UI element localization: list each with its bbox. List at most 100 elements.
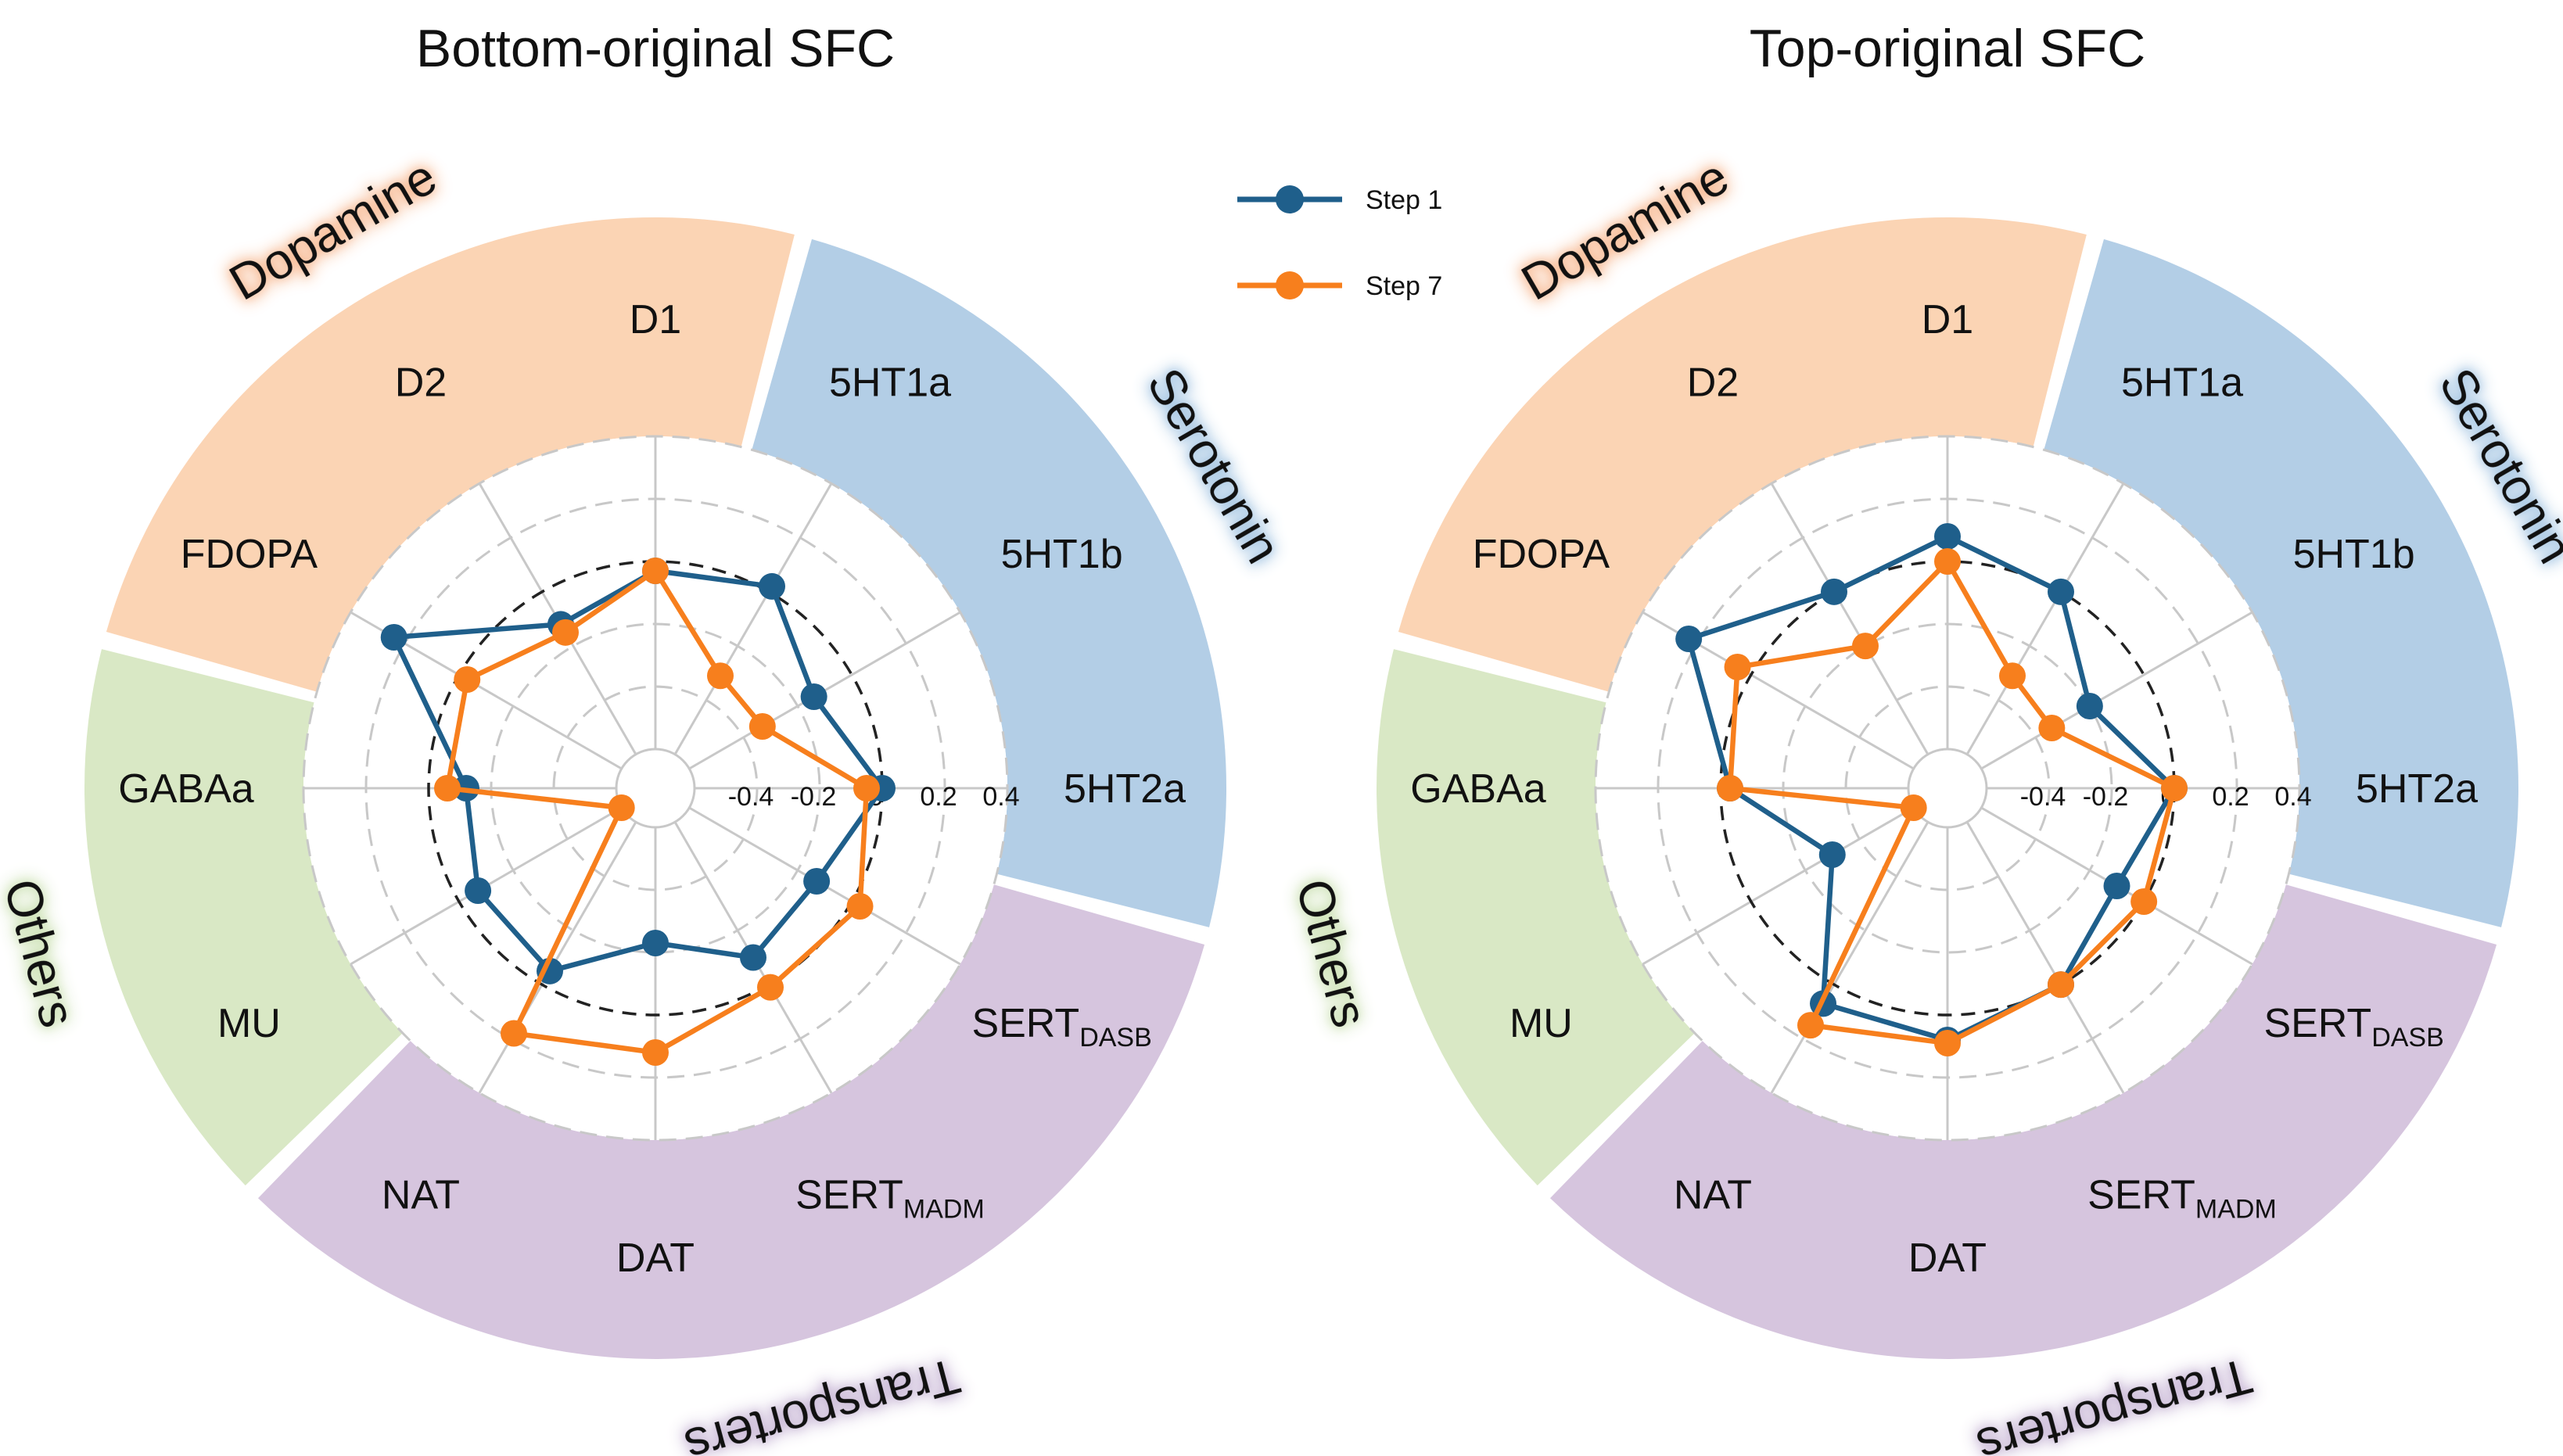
group-sector-others — [84, 649, 403, 1186]
category-label-sert-madm: SERTMADM — [795, 1173, 985, 1225]
category-label-d1: D1 — [1922, 297, 1973, 342]
plot-area — [303, 436, 1007, 1140]
series-point-step-1-mu — [1818, 841, 1846, 868]
series-point-step-1-d1 — [1934, 523, 1961, 550]
grid-ring — [302, 435, 1009, 1142]
spoke — [1642, 806, 1915, 966]
series-point-step-1-sert-madm — [740, 944, 766, 971]
category-label-5ht1a: 5HT1a — [2121, 360, 2243, 405]
grid-ring — [552, 685, 759, 891]
series-point-step-1-sert-dasb — [803, 868, 831, 895]
category-label-5ht2a: 5HT2a — [1064, 766, 1186, 812]
series-point-step-7-mu — [608, 794, 635, 821]
radial-tick-label: 0.2 — [920, 782, 957, 812]
series-point-step-7-sert-madm — [757, 974, 784, 1001]
series-point-step-1-5ht1a — [2048, 578, 2074, 605]
category-label-sert-dasb: SERTDASB — [2263, 1001, 2443, 1053]
legend-marker-step-7 — [1276, 271, 1304, 299]
series-point-step-7-5ht2a — [853, 775, 880, 802]
series-point-step-7-sert-madm — [2048, 971, 2074, 999]
spoke — [1770, 482, 1929, 755]
category-label-d2: D2 — [395, 360, 447, 405]
series-point-step-7-fdopa — [1724, 654, 1751, 680]
series-point-step-1-dat — [642, 930, 669, 956]
inner-ring — [615, 748, 696, 829]
legend-label-step-1: Step 1 — [1366, 185, 1442, 215]
series-point-step-1-fdopa — [380, 624, 407, 651]
series-point-step-7-nat — [501, 1020, 527, 1047]
grid-ring — [364, 497, 946, 1079]
series-point-step-1-5ht1a — [759, 572, 785, 600]
series-point-step-7-gabaa — [434, 775, 461, 802]
series-point-step-7-5ht2a — [2161, 775, 2188, 802]
series-point-step-1-sert-dasb — [2103, 873, 2130, 899]
radial-tick-label: 0.4 — [2274, 782, 2311, 812]
category-label-gabaa: GABAa — [1410, 766, 1545, 812]
series-point-step-7-dat — [1934, 1030, 1961, 1056]
series-point-step-1-5ht1b — [800, 683, 827, 710]
series-point-step-7-5ht1b — [748, 713, 776, 740]
chart-title: Top-original SFC — [1750, 19, 2145, 78]
category-label-nat: NAT — [382, 1173, 460, 1218]
group-label-transporters: Transporters — [1971, 1348, 2258, 1456]
category-label-5ht1b: 5HT1b — [1001, 532, 1123, 577]
series-point-step-7-5ht1a — [1999, 662, 2026, 690]
group-label-transporters: Transporters — [679, 1348, 966, 1456]
series-point-step-1-5ht1b — [2076, 693, 2103, 719]
spoke — [478, 821, 637, 1094]
group-label-others: Others — [1285, 873, 1378, 1033]
grid-ring — [1782, 622, 2113, 954]
series-point-step-7-dat — [642, 1039, 669, 1066]
radial-tick-label: -0.4 — [2020, 782, 2066, 812]
category-label-sert-dasb: SERTDASB — [971, 1001, 1151, 1053]
category-label-sert-madm: SERTMADM — [2087, 1173, 2277, 1225]
group-sector-transporters — [257, 884, 1205, 1360]
legend-marker-step-1 — [1276, 185, 1304, 213]
category-label-5ht2a: 5HT2a — [2356, 766, 2478, 812]
series-point-step-7-d1 — [642, 558, 669, 584]
grid-ring — [490, 622, 821, 954]
legend: Step 1 Step 7 — [1237, 185, 1442, 301]
series-point-step-7-sert-dasb — [2130, 888, 2158, 915]
group-sector-dopamine — [106, 217, 795, 692]
series-point-step-7-5ht1b — [2038, 715, 2066, 741]
series-point-step-7-d2 — [1852, 633, 1879, 660]
spoke — [1965, 821, 2125, 1094]
inner-ring — [1907, 748, 1988, 829]
group-sector-serotonin — [752, 238, 1226, 927]
category-label-nat: NAT — [1674, 1173, 1752, 1218]
spoke — [1965, 482, 2125, 755]
category-label-dat: DAT — [1908, 1235, 1987, 1281]
category-label-d1: D1 — [630, 297, 681, 342]
category-label-gabaa: GABAa — [118, 766, 253, 812]
radial-tick-label: 0.4 — [982, 782, 1019, 812]
group-label-others: Others — [0, 873, 86, 1033]
series-point-step-7-fdopa — [454, 666, 481, 693]
series-point-step-7-nat — [1797, 1012, 1824, 1039]
group-sector-transporters — [1549, 884, 2497, 1359]
series-point-step-7-mu — [1900, 794, 1927, 821]
chart-title: Bottom-original SFC — [416, 19, 895, 78]
grid-ring — [1594, 435, 2301, 1142]
group-sector-dopamine — [1398, 217, 2087, 692]
spoke — [1980, 611, 2253, 770]
radial-tick-label: -0.2 — [2083, 782, 2129, 812]
grid-ring — [1657, 497, 2238, 1079]
category-label-fdopa: FDOPA — [1473, 532, 1610, 577]
series-point-step-7-gabaa — [1717, 775, 1743, 802]
series-point-step-7-5ht1a — [707, 662, 734, 690]
category-label-d2: D2 — [1687, 360, 1739, 405]
category-label-fdopa: FDOPA — [181, 532, 318, 577]
radial-tick-label: -0.2 — [791, 782, 837, 812]
radial-tick-label: 0.2 — [2212, 782, 2249, 812]
bottom-original-panel: Bottom-original SFC-0.4-0.200.20.4D15HT1… — [0, 19, 1292, 1456]
spoke — [673, 482, 833, 755]
series-point-step-1-fdopa — [1675, 626, 1703, 652]
category-label-5ht1a: 5HT1a — [829, 360, 951, 405]
category-label-dat: DAT — [616, 1235, 695, 1281]
series-point-step-1-mu — [465, 877, 492, 904]
spoke — [1770, 821, 1929, 1094]
group-sector-others — [1377, 649, 1695, 1186]
category-label-mu: MU — [1509, 1001, 1573, 1046]
